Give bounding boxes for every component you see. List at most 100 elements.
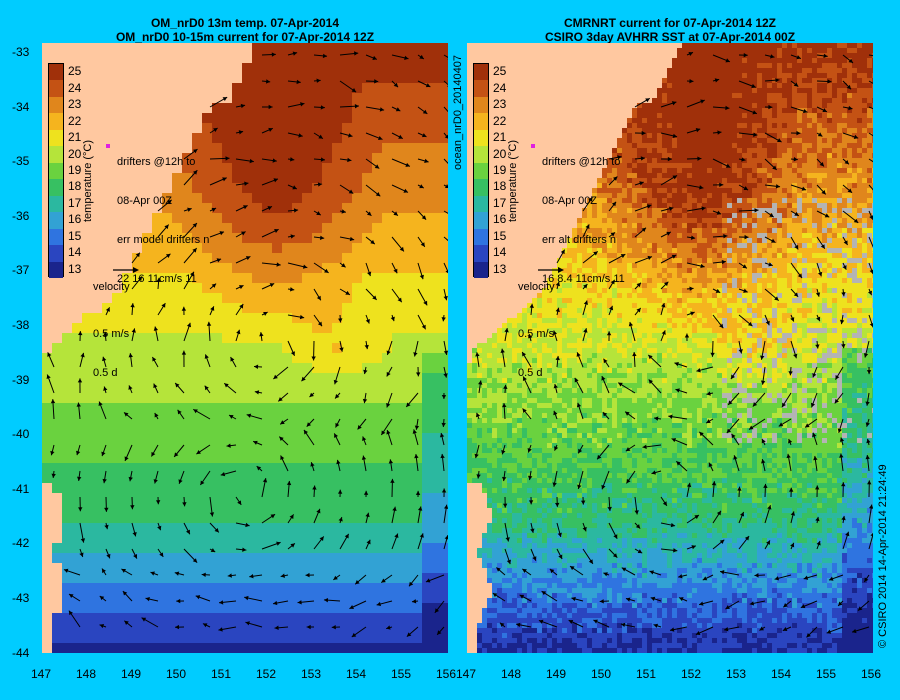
colorbar-swatch (49, 146, 63, 164)
longitude-tick-label: 155 (391, 667, 412, 681)
right-drifter-marker-icon (531, 144, 535, 148)
left-velocity-arrow-icon (113, 267, 139, 273)
colorbar-swatch (49, 179, 63, 197)
left-title: OM_nrD0 13m temp. 07-Apr-2014 OM_nrD0 10… (35, 16, 455, 44)
colorbar-swatch (49, 212, 63, 230)
longitude-tick-label: 153 (726, 667, 747, 681)
left-velocity-duration: 0.5 d (93, 367, 118, 379)
colorbar-swatch (474, 80, 488, 98)
right-colorbar (473, 63, 489, 279)
colorbar-swatch (474, 162, 488, 180)
colorbar-swatch (49, 80, 63, 98)
latitude-tick-label: -33 (12, 45, 30, 59)
latitude-tick-label: -39 (12, 372, 30, 387)
latitude-tick-label: -38 (12, 318, 30, 332)
right-title-line2: CSIRO 3day AVHRR SST at 07-Apr-2014 00Z (544, 30, 796, 44)
colorbar-tick-label: 15 (493, 228, 507, 243)
colorbar-swatch (49, 113, 63, 131)
longitude-tick-label: 151 (636, 667, 657, 681)
colorbar-tick-label: 22 (68, 113, 82, 128)
longitude-tick-label: 154 (771, 667, 792, 681)
colorbar-tick-label: 24 (68, 80, 82, 95)
longitude-tick-label: 155 (816, 667, 837, 681)
longitude-tick-label: 154 (346, 667, 367, 681)
left-drifters-legend: drifters @12h to 08-Apr 00Z err model dr… (117, 130, 209, 299)
colorbar-tick-label: 19 (493, 163, 507, 177)
colorbar-swatch (474, 64, 488, 81)
longitude-tick-label: 152 (681, 667, 702, 681)
colorbar-tick-label: 25 (493, 64, 507, 79)
left-drifters-line-4: 22 16 11cm/s 11 (117, 273, 197, 285)
colorbar-swatch (49, 228, 63, 246)
left-drifters-line-2: 08-Apr 00Z (117, 195, 173, 207)
colorbar-tick-label: 17 (68, 195, 82, 210)
left-map-panel[interactable] (42, 43, 448, 653)
longitude-tick-label: 156 (436, 667, 457, 681)
left-drifters-line-3: err model drifters n (117, 234, 210, 246)
left-velocity-legend: velocity 0.5 m/s 0.5 d (93, 255, 130, 393)
colorbar-tick-label: 19 (68, 163, 82, 177)
temperature-field (467, 43, 873, 653)
colorbar-tick-label: 13 (493, 261, 507, 276)
right-drifters-legend: drifters @12h to 08-Apr 00Z err alt drif… (542, 130, 625, 299)
right-colorbar-ramp (473, 63, 489, 279)
right-title-line1: CMRNRT current for 07-Apr-2014 12Z (563, 16, 777, 30)
longitude-tick-label: 148 (76, 667, 97, 681)
colorbar-tick-label: 24 (493, 80, 507, 95)
right-velocity-duration: 0.5 d (518, 367, 543, 379)
longitude-tick-label: 150 (166, 667, 187, 681)
right-drifters-line-4: 16 8.4 11cm/s 11 (542, 273, 625, 285)
side-right-copyright-label: © CSIRO 2014 14-Apr-2014 21:24:49 (877, 464, 889, 648)
right-drifters-line-1: drifters @12h to (542, 156, 621, 168)
colorbar-tick-label: 20 (493, 146, 507, 161)
left-colorbar (48, 63, 64, 279)
colorbar-tick-label: 22 (493, 113, 507, 128)
colorbar-swatch (474, 179, 488, 197)
longitude-tick-label: 153 (301, 667, 322, 681)
colorbar-tick-label: 25 (68, 64, 82, 79)
colorbar-swatch (474, 245, 488, 263)
colorbar-tick-label: 18 (68, 179, 82, 194)
colorbar-swatch (49, 64, 63, 81)
colorbar-tick-label: 15 (68, 228, 82, 243)
colorbar-tick-label: 23 (493, 97, 507, 112)
colorbar-tick-label: 17 (493, 195, 507, 210)
latitude-tick-label: -36 (12, 208, 30, 223)
right-velocity-speed: 0.5 m/s (518, 328, 555, 340)
colorbar-swatch (49, 261, 63, 279)
right-drifters-line-3: err alt drifters n (542, 234, 616, 246)
latitude-tick-label: -37 (12, 263, 30, 278)
right-drifters-line-2: 08-Apr 00Z (542, 195, 598, 207)
current-arrows (474, 51, 873, 638)
colorbar-tick-label: 20 (68, 146, 82, 161)
longitude-tick-label: 148 (501, 667, 522, 681)
right-velocity-arrow-icon (538, 267, 564, 273)
longitude-tick-label: 152 (256, 667, 277, 681)
longitude-tick-label: 156 (861, 667, 882, 681)
colorbar-swatch (49, 129, 63, 147)
colorbar-swatch (474, 212, 488, 230)
latitude-tick-label: -40 (12, 427, 30, 442)
latitude-tick-label: -34 (12, 99, 30, 114)
longitude-tick-label: 147 (456, 667, 477, 681)
colorbar-swatch (49, 96, 63, 114)
colorbar-swatch (474, 261, 488, 279)
colorbar-swatch (474, 129, 488, 147)
colorbar-swatch (49, 162, 63, 180)
left-velocity-label: velocity (93, 281, 130, 293)
side-left-run-label: ocean_nrD0_20140407 (452, 55, 464, 170)
left-map-canvas (42, 43, 448, 653)
right-velocity-legend: velocity 0.5 m/s 0.5 d (518, 255, 555, 393)
latitude-tick-label: -43 (12, 591, 30, 605)
colorbar-swatch (474, 113, 488, 131)
latitude-tick-label: -44 (12, 645, 30, 660)
left-title-line1: OM_nrD0 13m temp. 07-Apr-2014 (150, 16, 340, 30)
current-arrows (46, 51, 448, 638)
left-colorbar-label: temperature (°C) (82, 139, 94, 222)
longitude-tick-label: 150 (591, 667, 612, 681)
colorbar-tick-label: 23 (68, 97, 82, 112)
temperature-field (42, 43, 448, 653)
longitude-tick-label: 147 (31, 667, 52, 681)
colorbar-tick-label: 16 (493, 212, 507, 227)
longitude-tick-label: 149 (546, 667, 567, 681)
